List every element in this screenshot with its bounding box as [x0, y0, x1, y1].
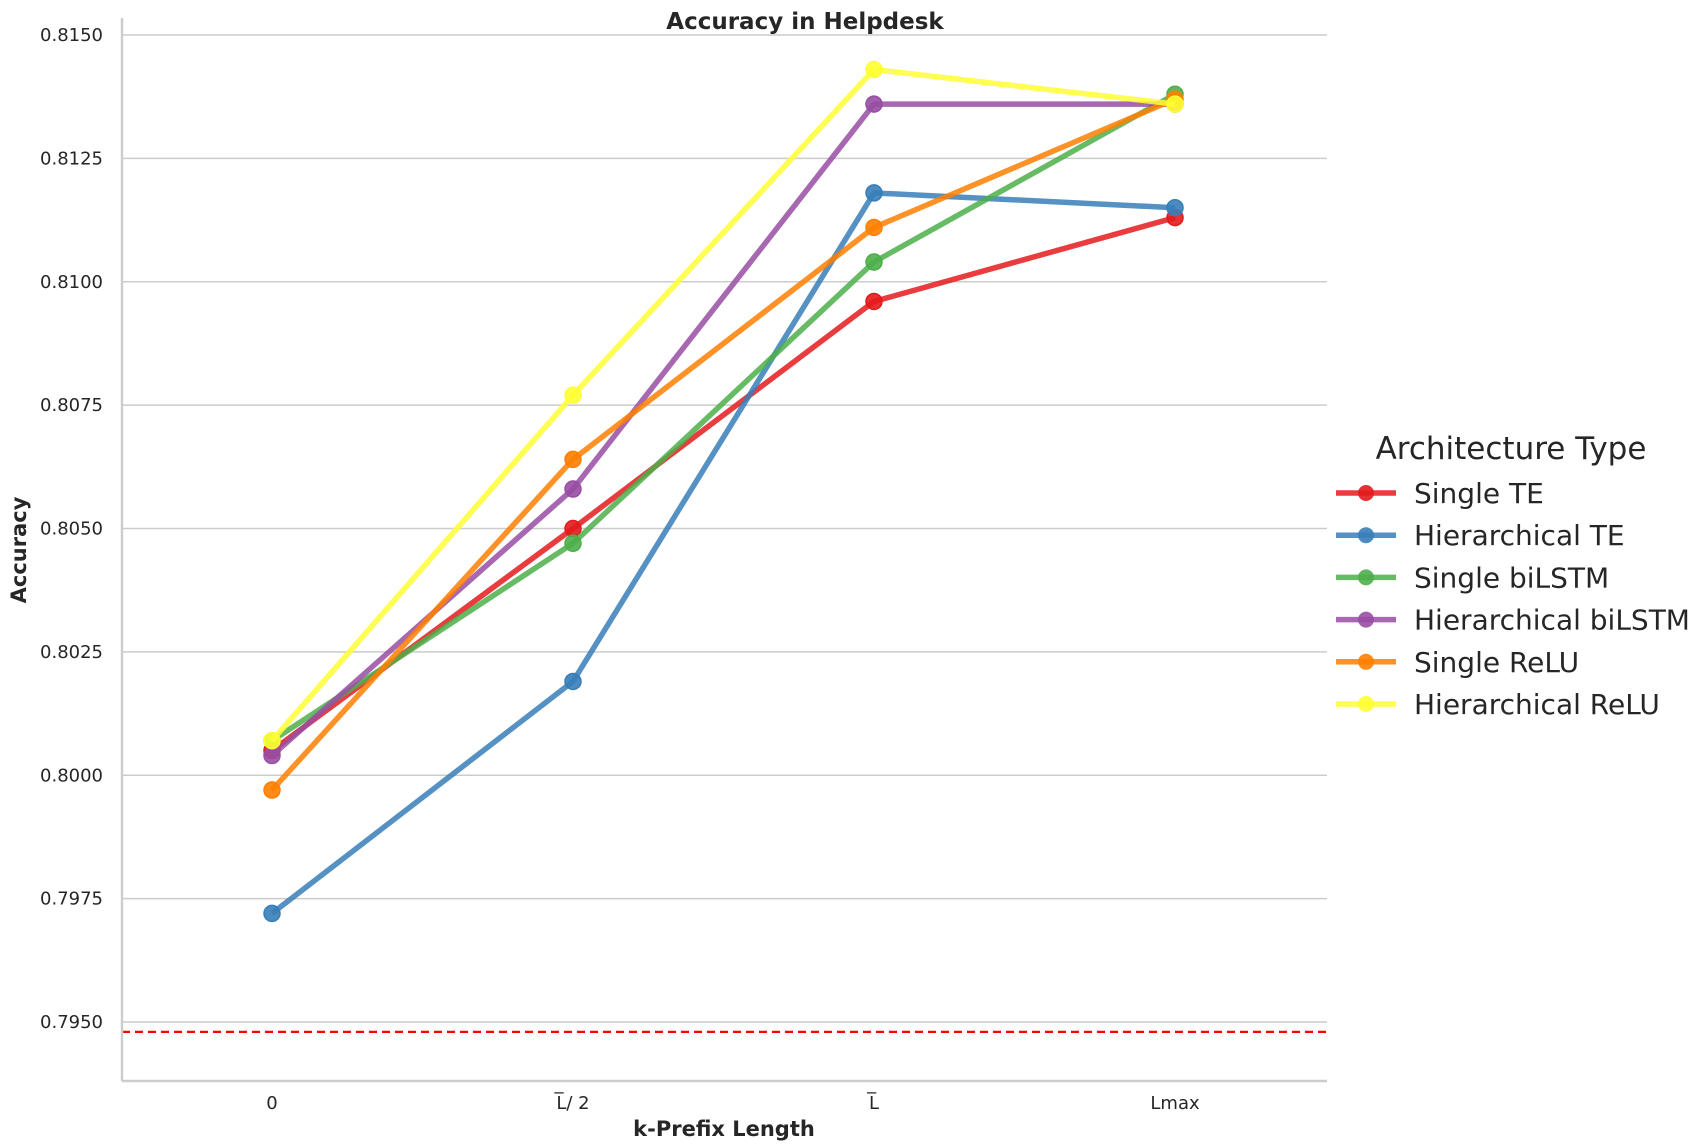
- x-tick-label: L̅/ 2: [553, 1092, 589, 1114]
- data-point: [263, 746, 281, 765]
- data-point: [865, 292, 883, 311]
- y-tick-label: 0.7950: [40, 1012, 103, 1033]
- data-point: [263, 731, 281, 750]
- legend-label: Hierarchical ReLU: [1414, 688, 1660, 721]
- data-point: [564, 480, 582, 498]
- axes: [120, 18, 1327, 1083]
- x-axis-title: k-Prefix Length: [633, 1117, 815, 1141]
- legend-label: Hierarchical TE: [1414, 519, 1625, 552]
- series-hierarchical-relu: [263, 60, 1184, 750]
- y-tick-label: 0.8025: [40, 642, 103, 663]
- legend-label: Hierarchical biLSTM: [1414, 604, 1690, 637]
- series-line: [269, 66, 1176, 743]
- series-single-te: [263, 208, 1184, 760]
- data-point: [263, 904, 281, 923]
- y-tick-label: 0.8125: [40, 148, 103, 169]
- legend-swatch-marker: [1358, 611, 1374, 628]
- data-point: [263, 781, 281, 799]
- legend-label: Single TE: [1414, 477, 1544, 510]
- y-tick-label: 0.7975: [40, 889, 103, 910]
- legend-swatch-marker: [1358, 696, 1374, 712]
- legend-title: Architecture Type: [1376, 431, 1647, 467]
- data-point: [564, 450, 582, 469]
- data-point: [1166, 95, 1184, 113]
- data-point: [865, 253, 883, 271]
- series-hierarchical-te: [263, 184, 1184, 923]
- legend-label: Single ReLU: [1414, 646, 1579, 679]
- data-point: [865, 95, 883, 113]
- y-tick-label: 0.8150: [40, 25, 103, 46]
- y-tick-labels: 0.7950 0.7975 0.8000 0.8025 0.8050 0.8075 0.81…: [40, 25, 103, 1033]
- y-tick-label: 0.8000: [40, 765, 103, 786]
- legend-item: Hierarchical biLSTM: [1336, 604, 1690, 637]
- series-lines: [263, 60, 1184, 923]
- data-point: [564, 672, 582, 691]
- legend-item: Hierarchical ReLU: [1336, 688, 1660, 721]
- x-tick-labels: 0 L̅/ 2 L̅ Lmax: [266, 1092, 1200, 1114]
- legend-swatch-marker: [1358, 653, 1374, 670]
- legend-item: Hierarchical TE: [1336, 519, 1625, 552]
- legend-swatch-marker: [1358, 527, 1374, 544]
- legend-item: Single biLSTM: [1336, 561, 1609, 594]
- data-point: [564, 386, 582, 405]
- grid-lines: [122, 34, 1327, 1023]
- x-tick-label: Lmax: [1150, 1093, 1200, 1114]
- y-tick-label: 0.8100: [40, 272, 103, 293]
- x-tick-label: 0: [266, 1093, 277, 1114]
- legend-swatch-marker: [1358, 569, 1374, 586]
- legend-swatch-marker: [1358, 485, 1374, 501]
- x-tick-label: L̅: [866, 1092, 879, 1114]
- series-hierarchical-bilstm: [263, 95, 1184, 765]
- data-point: [865, 218, 883, 237]
- y-tick-label: 0.8075: [40, 395, 103, 416]
- series-line: [270, 91, 1177, 744]
- data-point: [865, 60, 883, 79]
- legend-item: Single ReLU: [1336, 646, 1579, 679]
- legend: Architecture Type Single TE Hierarchical …: [1336, 431, 1690, 721]
- series-line: [270, 190, 1176, 916]
- series-single-relu: [263, 90, 1184, 799]
- data-point: [564, 519, 582, 538]
- series-line: [269, 96, 1177, 792]
- data-point: [564, 534, 582, 553]
- chart-title: Accuracy in Helpdesk: [666, 9, 944, 35]
- legend-item: Single TE: [1336, 477, 1544, 510]
- data-point: [865, 184, 883, 202]
- y-tick-label: 0.8050: [40, 519, 103, 540]
- y-axis-title: Accuracy: [7, 496, 31, 603]
- legend-label: Single biLSTM: [1414, 561, 1609, 594]
- data-point: [1166, 198, 1184, 217]
